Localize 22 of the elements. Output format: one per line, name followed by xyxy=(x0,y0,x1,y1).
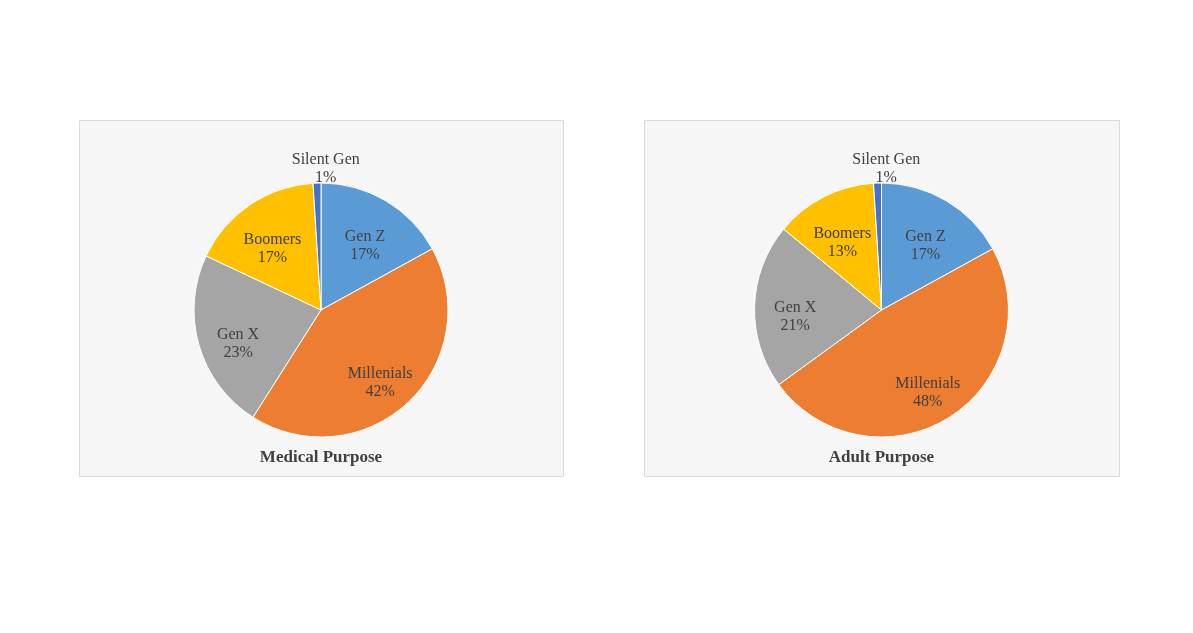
slice-label: Gen Z xyxy=(905,226,946,244)
text: Medical Purpose xyxy=(259,447,383,466)
slice-label: Millenials xyxy=(347,363,413,381)
data-label: 13% xyxy=(827,242,857,260)
slice-label: Boomers xyxy=(813,224,872,242)
text: Adult Purpose xyxy=(828,447,935,466)
data-label: 23% xyxy=(223,343,253,361)
slice-label: Gen X xyxy=(216,325,260,343)
data-label: 17% xyxy=(350,244,380,262)
slice-label: Boomers xyxy=(243,229,302,247)
data-label: 42% xyxy=(365,381,395,399)
slice-label: Silent Gen xyxy=(291,150,360,168)
data-label: 1% xyxy=(875,168,897,186)
data-label: 17% xyxy=(910,244,941,262)
slice-label: Gen Z xyxy=(344,226,386,244)
slice-label: Millenials xyxy=(895,373,961,391)
data-label: 21% xyxy=(780,316,810,334)
data-label: 17% xyxy=(257,247,288,265)
data-label: 48% xyxy=(913,391,943,409)
slice-label: Gen X xyxy=(774,298,817,316)
slice-label: Silent Gen xyxy=(852,150,921,168)
data-label: 1% xyxy=(315,168,337,186)
